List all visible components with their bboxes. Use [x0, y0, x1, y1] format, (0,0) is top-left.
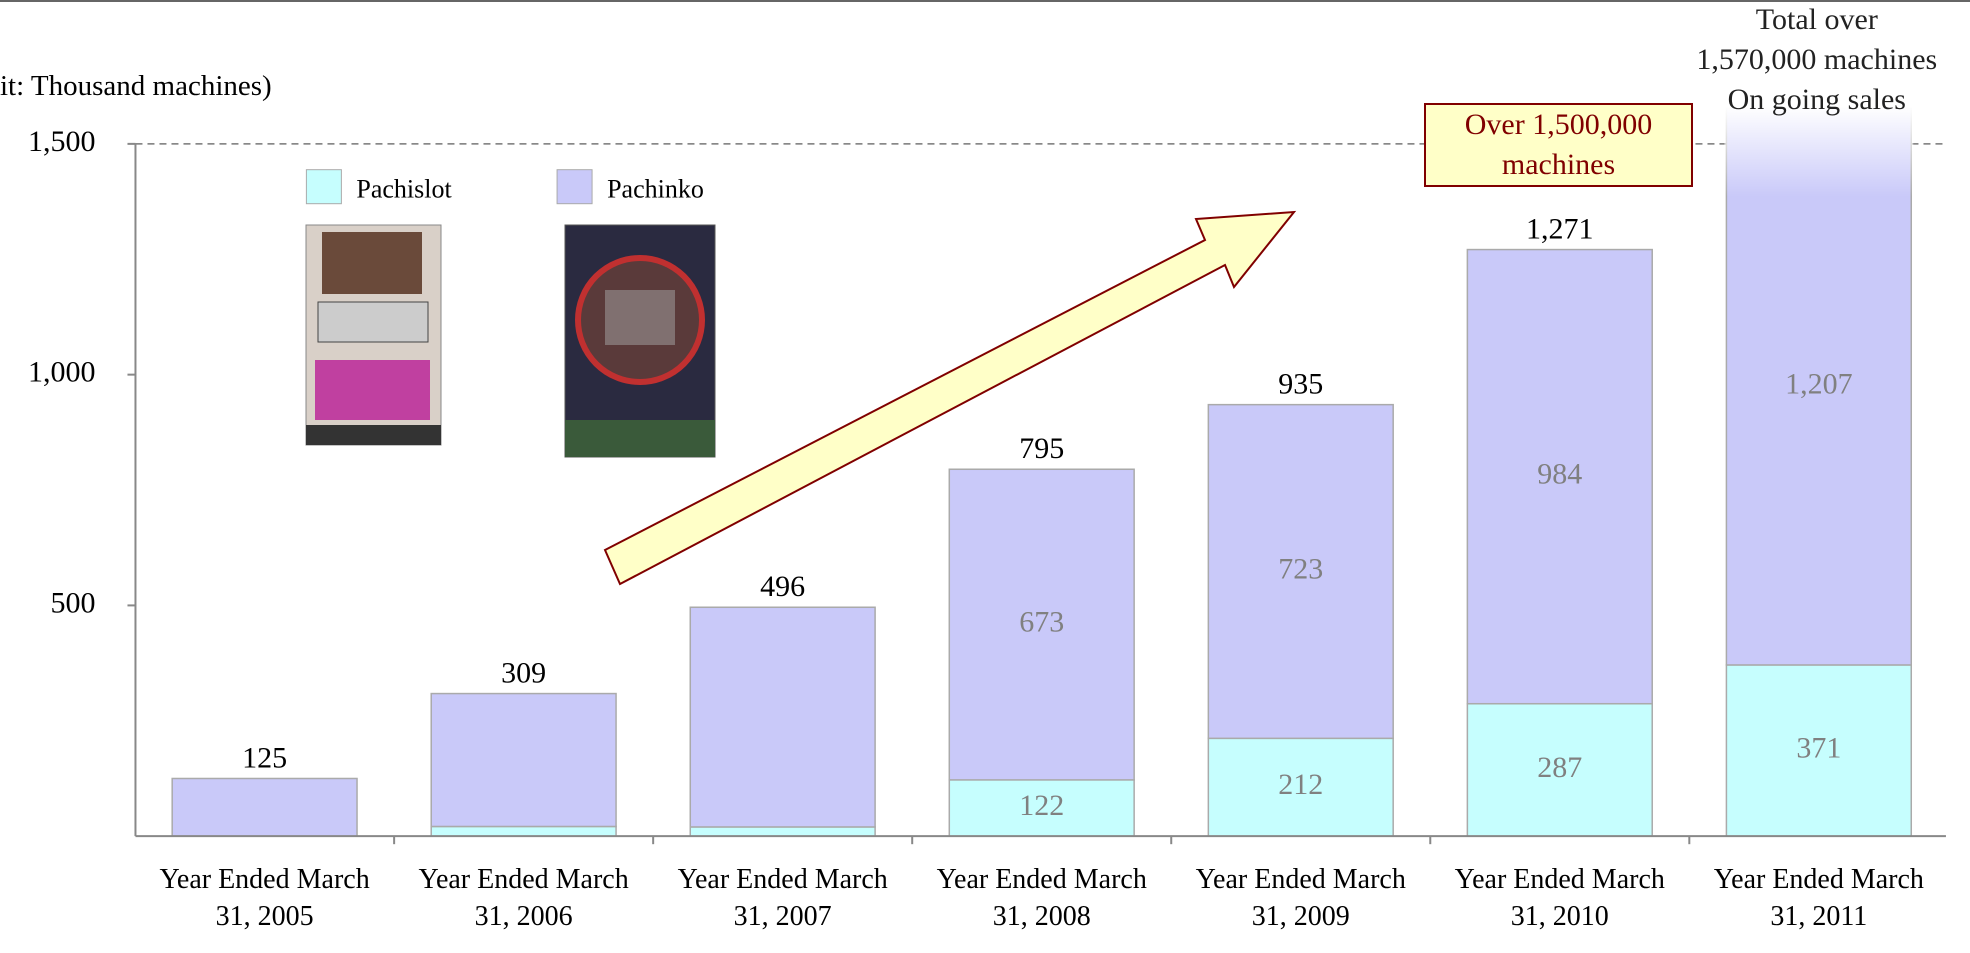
bar-segment	[430, 692, 617, 828]
bar-segment	[171, 777, 358, 837]
segment-label: 984	[1537, 458, 1582, 491]
total-label: 309	[501, 656, 546, 689]
x-tick-label: Year Ended March 31, 2009	[1195, 863, 1406, 932]
segment-label: 212	[1278, 768, 1323, 801]
y-tick-label: 1,500	[28, 125, 96, 158]
total-label: 125	[242, 741, 287, 774]
growth-arrow	[603, 210, 1297, 586]
bar-segment	[1466, 702, 1653, 837]
legend-label: Pachislot	[356, 175, 452, 204]
unit-label: it: Thousand machines)	[0, 70, 272, 102]
pachislot-image	[305, 224, 442, 446]
bar-segment	[1207, 403, 1394, 740]
segment-label: 1,207	[1785, 367, 1853, 400]
total-label: 795	[1019, 432, 1064, 465]
x-tick-label: Year Ended March 31, 2005	[159, 863, 370, 932]
bar-segment	[689, 826, 876, 837]
total-label: 496	[760, 570, 805, 603]
x-tick-label: Year Ended March 31, 2008	[936, 863, 1147, 932]
segment-label: 122	[1019, 789, 1064, 822]
bar-segment	[948, 779, 1135, 837]
total-label: 1,271	[1526, 212, 1594, 245]
x-tick-label: Year Ended March 31, 2011	[1713, 863, 1924, 932]
y-tick-label: 1,000	[28, 356, 96, 389]
legend-swatch	[556, 169, 593, 205]
x-tick-label: Year Ended March 31, 2010	[1454, 863, 1665, 932]
bar-segment	[430, 825, 617, 837]
pachinko-image	[564, 224, 716, 458]
x-tick-label: Year Ended March 31, 2006	[418, 863, 629, 932]
bar-segment	[689, 606, 876, 828]
segment-label: 287	[1537, 751, 1582, 784]
segment-label: 371	[1796, 731, 1841, 764]
x-tick-label: Year Ended March 31, 2007	[677, 863, 888, 932]
legend-swatch	[305, 169, 342, 205]
bar-segment	[1466, 248, 1653, 705]
bar-segment	[1207, 737, 1394, 837]
segment-label: 673	[1019, 605, 1064, 638]
y-tick-label: 500	[50, 586, 95, 619]
annotation-box: Over 1,500,000 machines	[1424, 103, 1693, 188]
bar-fade	[1724, 105, 1914, 197]
total-label: 935	[1278, 368, 1323, 401]
legend-label: Pachinko	[607, 175, 704, 204]
bar-segment	[1725, 664, 1913, 837]
segment-label: 723	[1278, 552, 1323, 585]
bar-segment	[948, 468, 1135, 781]
annotation-text: Total over 1,570,000 machines On going s…	[1696, 3, 1938, 116]
